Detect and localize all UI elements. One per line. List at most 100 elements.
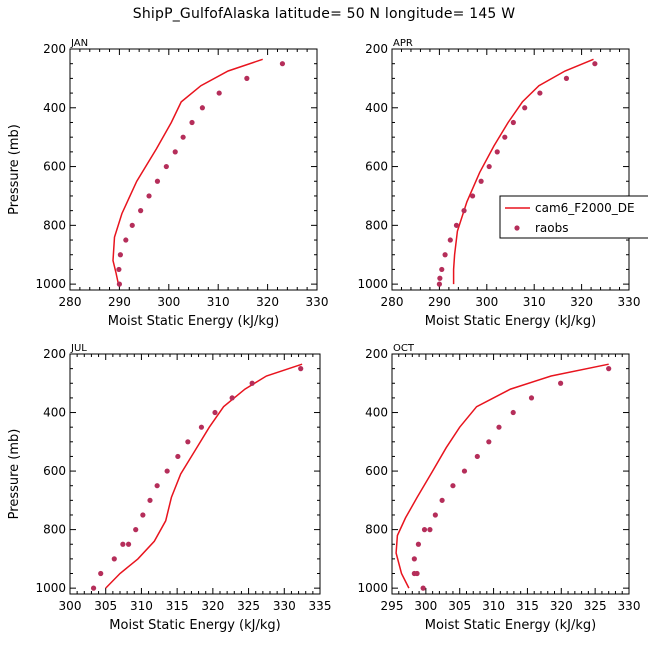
plot-frame: [391, 353, 630, 595]
x-tick-label: 280: [381, 295, 404, 309]
x-axis-label: Moist Static Energy (kJ/kg): [425, 618, 596, 633]
y-axis-label: Pressure (mb): [7, 429, 22, 520]
y-tick-label: 1000: [357, 277, 388, 291]
obs-point: [474, 453, 480, 460]
obs-point: [147, 497, 153, 503]
x-tick-label: 305: [448, 599, 471, 613]
obs-point: [461, 468, 468, 474]
obs-point: [494, 149, 500, 155]
model-line: [452, 58, 594, 285]
y-tick-label: 800: [43, 218, 66, 232]
x-tick-label: 325: [584, 599, 607, 613]
obs-point: [216, 90, 222, 96]
obs-point: [154, 178, 161, 184]
y-tick-label: 600: [365, 464, 388, 478]
x-tick-label: 300: [475, 295, 498, 309]
obs-point: [249, 380, 255, 386]
plot-frame: [391, 48, 630, 291]
panel-apr: 280 290 300 310 320 330 200 400 600 800 1000 APR Moi…: [357, 38, 640, 329]
y-tick-label: 400: [43, 406, 66, 420]
obs-point: [244, 75, 250, 81]
x-tick-label: 310: [482, 599, 505, 613]
legend-point-swatch: [514, 225, 520, 231]
obs-point: [189, 119, 195, 126]
model-line: [105, 363, 303, 589]
obs-point: [185, 439, 191, 445]
y-tick-label: 800: [365, 218, 388, 232]
legend-box: [499, 195, 648, 239]
obs-point: [447, 237, 453, 243]
obs-point: [442, 252, 448, 258]
obs-point: [120, 541, 126, 547]
x-tick-label: 330: [306, 295, 329, 309]
obs-point: [436, 281, 442, 287]
obs-point: [592, 61, 598, 67]
obs-point: [421, 527, 428, 533]
y-tick-label: 1000: [35, 581, 66, 595]
obs-point: [164, 468, 170, 474]
obs-point: [212, 409, 218, 416]
obs-point: [432, 512, 438, 518]
x-tick-label: 315: [166, 599, 189, 613]
x-tick-label: 280: [59, 295, 82, 309]
model-line: [112, 58, 263, 285]
obs-point: [606, 366, 612, 372]
obs-point: [125, 541, 132, 547]
obs-point: [90, 585, 97, 591]
x-tick-label: 335: [309, 599, 332, 613]
obs-point: [415, 541, 422, 547]
y-axis-label: Pressure (mb): [7, 124, 22, 215]
y-tick-label: 400: [365, 101, 388, 115]
y-tick-label: 600: [43, 160, 66, 174]
x-tick-label: 320: [201, 599, 224, 613]
obs-point: [469, 193, 476, 199]
panel-title: OCT: [393, 343, 415, 354]
panel-oct: 295 300 305 310 315 320 325 330 200 400 600 800 1000…: [357, 343, 640, 633]
obs-point: [140, 512, 146, 518]
x-tick-label: 315: [516, 599, 539, 613]
obs-point: [537, 90, 543, 96]
obs-point: [558, 380, 564, 386]
plot-frame: [69, 48, 318, 291]
obs-point: [427, 527, 433, 533]
obs-point: [172, 149, 178, 155]
obs-point: [199, 105, 205, 111]
x-tick-label: 320: [570, 295, 593, 309]
x-tick-label: 310: [130, 599, 153, 613]
plot-frame: [69, 353, 321, 595]
obs-point: [279, 61, 286, 67]
obs-point: [510, 409, 516, 416]
y-tick-label: 200: [365, 42, 388, 56]
obs-point: [198, 424, 205, 430]
obs-point: [133, 527, 139, 533]
obs-point: [116, 266, 122, 273]
x-tick-label: 300: [59, 599, 82, 613]
y-tick-label: 600: [365, 160, 388, 174]
obs-point: [439, 497, 445, 503]
obs-point: [453, 222, 460, 228]
y-tick-label: 1000: [35, 277, 66, 291]
x-tick-label: 325: [237, 599, 260, 613]
page-title: ShipP_GulfofAlaska latitude= 50 N longit…: [132, 6, 516, 22]
obs-point: [486, 439, 492, 445]
obs-point: [180, 134, 186, 140]
x-axis-label: Moist Static Energy (kJ/kg): [108, 314, 279, 329]
obs-point: [486, 163, 492, 170]
obs-point: [528, 395, 535, 401]
y-tick-label: 200: [365, 347, 388, 361]
y-tick-label: 400: [365, 406, 388, 420]
obs-point: [478, 178, 484, 184]
obs-point: [563, 75, 570, 81]
obs-point: [411, 556, 417, 562]
obs-point: [123, 237, 129, 243]
legend-obs-label: raobs: [535, 221, 569, 235]
obs-point: [522, 105, 528, 111]
y-tick-label: 800: [365, 523, 388, 537]
panel-jul: 300 305 310 315 320 325 330 335 200 400 600 800 1000…: [7, 343, 331, 633]
obs-point: [175, 453, 181, 460]
y-tick-label: 200: [43, 347, 66, 361]
legend-model-label: cam6_F2000_DE: [535, 201, 635, 215]
y-tick-label: 1000: [357, 581, 388, 595]
